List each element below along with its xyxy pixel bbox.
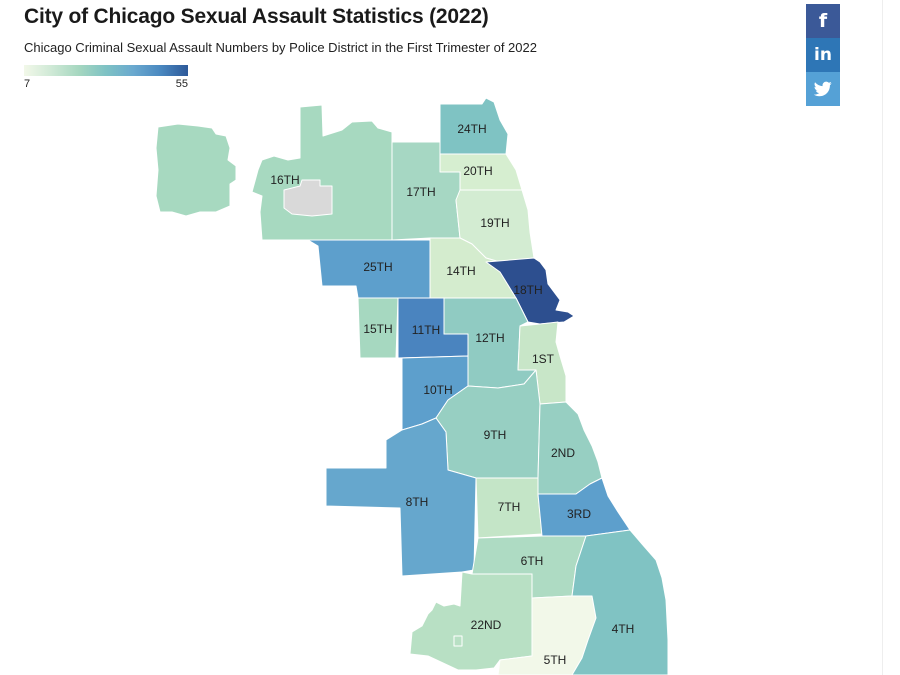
district-label-19: 19TH bbox=[480, 216, 509, 230]
district-label-17: 17TH bbox=[406, 185, 435, 199]
district-label-8: 8TH bbox=[406, 495, 429, 509]
district-label-20: 20TH bbox=[463, 164, 492, 178]
social-share-bar: f in bbox=[806, 4, 840, 106]
district-4[interactable] bbox=[571, 529, 669, 675]
page-divider bbox=[882, 0, 883, 675]
district-label-16: 16TH bbox=[270, 173, 299, 187]
district-label-10: 10TH bbox=[423, 383, 452, 397]
page-subtitle: Chicago Criminal Sexual Assault Numbers … bbox=[24, 40, 537, 55]
district-label-7: 7TH bbox=[498, 500, 521, 514]
legend-gradient-bar bbox=[24, 65, 188, 76]
district-label-18: 18TH bbox=[513, 283, 542, 297]
color-legend: 7 55 bbox=[24, 65, 188, 92]
district-22[interactable] bbox=[409, 571, 533, 671]
district-label-4: 4TH bbox=[612, 622, 635, 636]
district-label-12: 12TH bbox=[475, 331, 504, 345]
district-label-25: 25TH bbox=[363, 260, 392, 274]
district-label-14: 14TH bbox=[446, 264, 475, 278]
district-1[interactable] bbox=[517, 321, 567, 405]
district-label-3: 3RD bbox=[567, 507, 591, 521]
district-label-2: 2ND bbox=[551, 446, 575, 460]
linkedin-icon: in bbox=[814, 45, 832, 65]
facebook-share-button[interactable]: f bbox=[806, 4, 840, 38]
district-label-15: 15TH bbox=[363, 322, 392, 336]
linkedin-share-button[interactable]: in bbox=[806, 38, 840, 72]
district-15[interactable] bbox=[357, 297, 399, 359]
district-label-5: 5TH bbox=[544, 653, 567, 667]
district-label-6: 6TH bbox=[521, 554, 544, 568]
district-label-22: 22ND bbox=[471, 618, 502, 632]
district-north-northwest[interactable] bbox=[155, 123, 237, 217]
twitter-bird-icon bbox=[814, 81, 832, 97]
district-label-1: 1ST bbox=[532, 352, 555, 366]
district-no-data-area bbox=[283, 179, 333, 217]
legend-max-label: 55 bbox=[175, 78, 188, 90]
district-label-9: 9TH bbox=[484, 428, 507, 442]
district-label-11: 11TH bbox=[412, 323, 440, 337]
page-title: City of Chicago Sexual Assault Statistic… bbox=[24, 5, 489, 28]
district-label-24: 24TH bbox=[457, 122, 486, 136]
twitter-share-button[interactable] bbox=[806, 72, 840, 106]
facebook-icon: f bbox=[818, 10, 828, 32]
legend-min-label: 7 bbox=[24, 78, 31, 90]
